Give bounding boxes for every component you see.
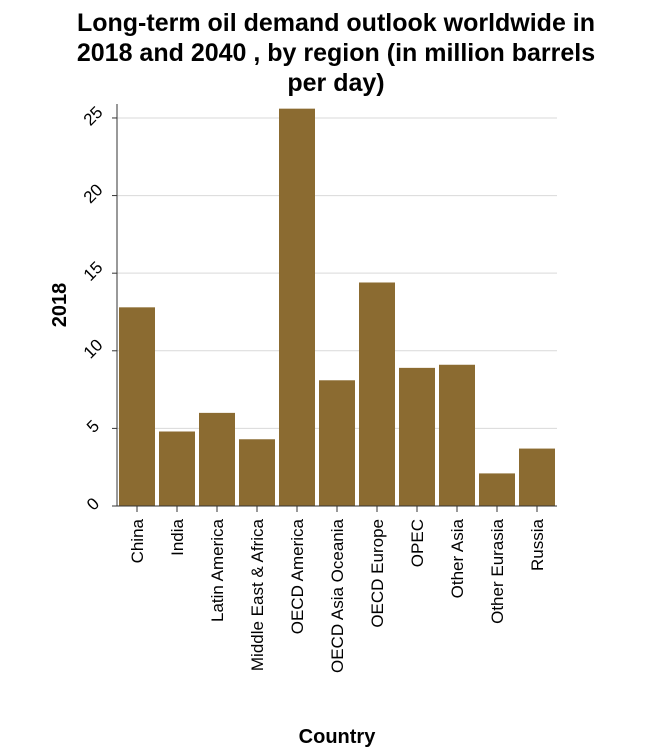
chart-title-line-3: per day) (287, 69, 384, 97)
x-tick-label: Other Eurasia (488, 518, 507, 623)
bars (119, 108, 555, 506)
x-tick-label: OECD Asia Oceania (328, 518, 347, 673)
y-axis-title: 2018 (49, 283, 71, 328)
y-tick-label: 10 (80, 335, 107, 362)
y-tick-label: 15 (80, 258, 107, 285)
bar (119, 307, 155, 506)
bar (159, 431, 195, 506)
y-tick-label: 25 (80, 103, 107, 130)
x-tick-label: Other Asia (448, 518, 467, 598)
x-tick-label: OPEC (408, 519, 427, 567)
bar (359, 282, 395, 506)
bar (199, 412, 235, 506)
x-axis-ticks: China India Latin America Middle East & Afr… (128, 506, 547, 673)
bar (399, 367, 435, 506)
bar (239, 439, 275, 506)
x-tick-label: Russia (528, 518, 547, 571)
bar (319, 380, 355, 506)
x-tick-label: Latin America (208, 518, 227, 622)
x-tick-label: India (168, 518, 187, 555)
y-tick-label: 5 (83, 416, 103, 436)
y-tick-label: 0 (83, 494, 103, 514)
y-axis-ticks: 0 5 10 15 20 25 (80, 103, 117, 514)
x-axis-title: Country (299, 726, 377, 748)
chart-title-line-1: Long-term oil demand outlook worldwide i… (77, 9, 595, 37)
bar (479, 473, 515, 506)
bar (439, 364, 475, 506)
x-tick-label: OECD Europe (368, 519, 387, 628)
bar (279, 108, 315, 506)
y-tick-label: 20 (80, 180, 107, 207)
x-tick-label: China (128, 518, 147, 563)
x-tick-label: OECD America (288, 518, 307, 634)
bar (519, 448, 555, 506)
chart-title-line-2: 2018 and 2040 , by region (in million ba… (77, 39, 595, 67)
x-tick-label: Middle East & Africa (248, 518, 267, 671)
